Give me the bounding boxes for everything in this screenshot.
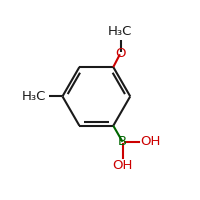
Text: OH: OH	[112, 159, 133, 172]
Text: H₃C: H₃C	[22, 90, 47, 103]
Text: B: B	[118, 135, 127, 148]
Text: OH: OH	[140, 135, 160, 148]
Text: H₃C: H₃C	[108, 25, 132, 38]
Text: O: O	[116, 47, 126, 60]
